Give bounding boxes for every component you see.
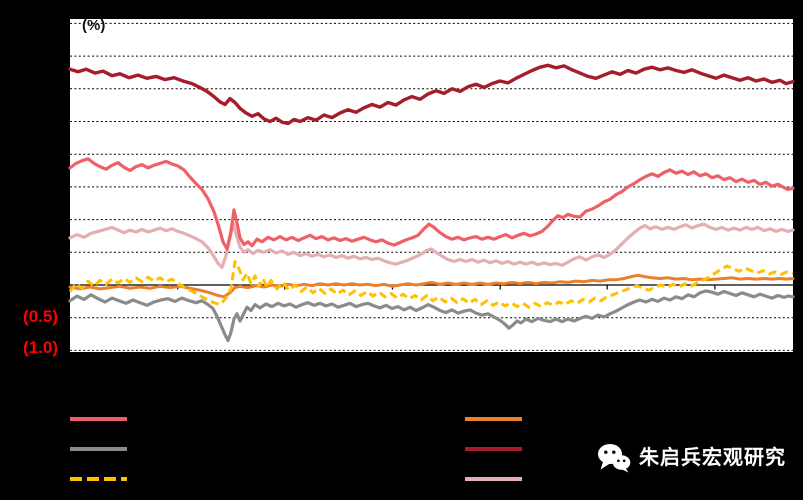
y-tick-label-neg-1-0: (1.0) — [23, 338, 58, 357]
legend-swatch-yellow-dashed — [70, 476, 127, 481]
legend-swatch-light-pink — [465, 476, 522, 481]
legend-swatch-salmon — [70, 417, 127, 421]
watermark-text: 朱启兵宏观研究 — [639, 447, 786, 469]
legend-swatch-gray — [70, 447, 127, 451]
plot-area — [70, 19, 793, 352]
series-line-dark-red — [68, 63, 795, 126]
series-line-orange — [68, 273, 795, 299]
watermark: 朱启兵宏观研究 — [597, 443, 786, 473]
wechat-icon — [598, 444, 631, 473]
series-line-gray — [68, 289, 795, 343]
series-line-salmon — [68, 157, 795, 251]
legend-swatch-orange — [465, 417, 522, 421]
legend-swatch-dark-red — [465, 447, 522, 451]
series-line-yellow-dashed — [68, 260, 794, 309]
series-line-light-pink — [68, 221, 795, 269]
y-tick-label-neg-0-5: (0.5) — [23, 307, 58, 326]
unit-label: (%) — [82, 17, 105, 34]
